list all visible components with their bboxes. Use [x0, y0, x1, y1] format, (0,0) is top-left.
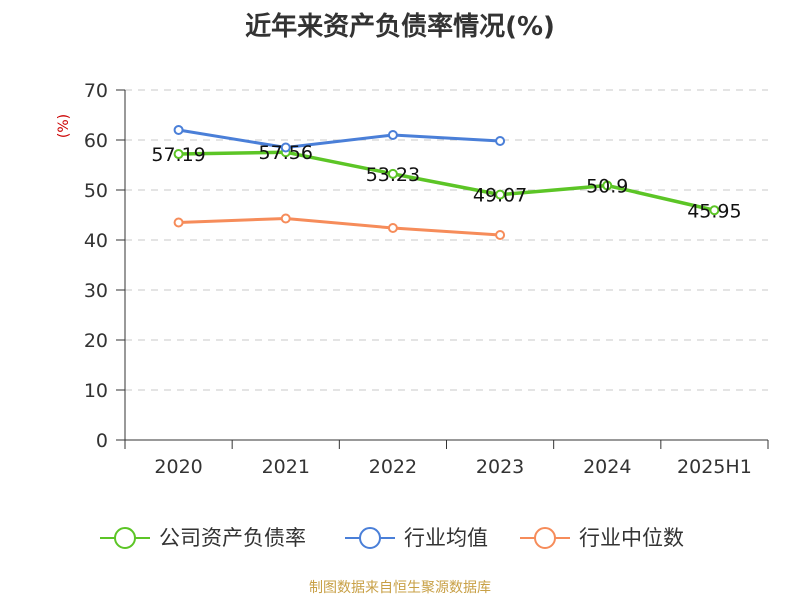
series-point	[387, 130, 398, 140]
series-line	[177, 128, 502, 149]
x-tick-label: 2024	[583, 456, 631, 478]
x-tick-label: 2025H1	[677, 456, 752, 478]
y-tick-label: 50	[84, 180, 108, 202]
y-tick-label: 0	[96, 430, 108, 452]
data-label: 50.9	[586, 176, 628, 198]
series-point	[602, 180, 613, 191]
legend-label: 公司资产负债率	[159, 526, 306, 550]
data-label: 57.56	[259, 142, 313, 164]
data-labels: 57.19 57.56 53.23 49.07 50.9 45.95	[151, 142, 741, 222]
x-tick-label: 2023	[476, 456, 524, 478]
gridlines	[125, 89, 768, 391]
source-note: 制图数据来自恒生聚源数据库	[309, 580, 491, 596]
series-point	[495, 136, 506, 146]
series-point	[709, 205, 720, 216]
series-line	[176, 150, 717, 212]
data-label: 53.23	[366, 164, 420, 186]
series-point	[173, 217, 184, 228]
data-label: 45.95	[687, 200, 741, 222]
series-point	[280, 213, 291, 224]
axes: 0 10 20 30 40 50 60 70 2020 2021 2022 2023 2024 2025H…	[84, 80, 769, 478]
y-tick-label: 10	[84, 380, 108, 402]
legend-label: 行业中位数	[579, 526, 684, 550]
y-tick-label: 30	[84, 280, 108, 302]
series-point	[495, 230, 506, 240]
y-tick-label: 40	[84, 230, 108, 252]
y-unit-label: (%)	[56, 114, 72, 138]
series-point	[173, 125, 184, 135]
data-label: 49.07	[473, 185, 527, 207]
x-tick-label: 2020	[154, 456, 202, 478]
legend: 公司资产负债率 行业均值 行业中位数	[100, 526, 684, 550]
series-point	[387, 168, 398, 179]
series-point	[495, 189, 506, 200]
series-point	[280, 142, 291, 153]
y-tick-label: 20	[84, 330, 108, 352]
series-point	[173, 149, 184, 160]
y-tick-label: 70	[84, 80, 108, 102]
legend-marker	[359, 527, 381, 549]
y-tick-label: 60	[84, 130, 108, 152]
legend-marker	[114, 527, 136, 549]
x-tick-label: 2022	[369, 456, 417, 478]
series-lines	[173, 125, 720, 240]
chart-title: 近年来资产负债率情况(%)	[245, 12, 555, 42]
x-tick-label: 2021	[262, 456, 310, 478]
data-label: 57.19	[151, 144, 205, 166]
legend-label: 行业均值	[404, 526, 488, 550]
series-line	[177, 217, 502, 237]
legend-marker	[534, 527, 556, 549]
series-point	[387, 223, 398, 233]
